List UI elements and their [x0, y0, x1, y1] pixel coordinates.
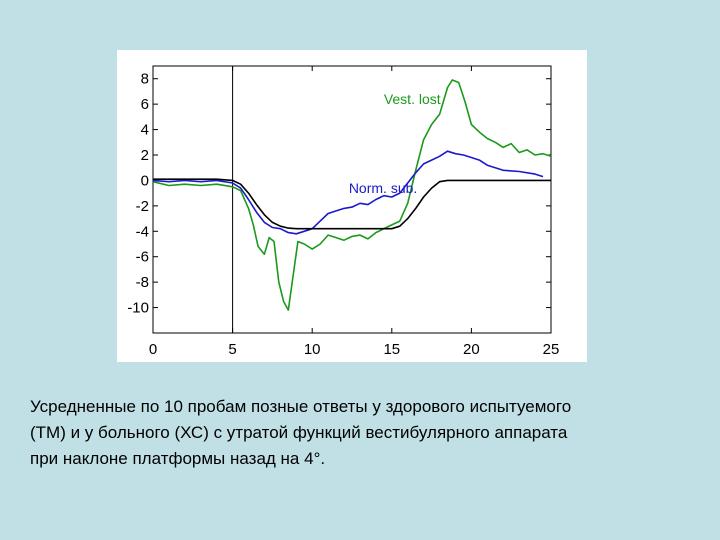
series-line-vest-lost	[152, 79, 552, 311]
y-tick-label: -6	[136, 249, 149, 266]
series-line-reference	[153, 178, 551, 230]
x-tick-label: 20	[463, 341, 480, 358]
figure-caption: Усредненные по 10 пробам позные ответы у…	[30, 394, 690, 472]
x-tick-label: 5	[228, 341, 236, 358]
y-tick-label: -10	[127, 300, 149, 317]
plot-frame	[152, 65, 552, 334]
series-annotation: Norm. sub.	[349, 180, 417, 196]
series-annotation: Vest. lost	[384, 91, 441, 107]
x-tick-label: 10	[304, 341, 321, 358]
y-tick-label: 8	[141, 71, 149, 88]
y-tick-label: 2	[141, 147, 149, 164]
x-tick-label: 0	[149, 341, 157, 358]
x-tick-label: 25	[543, 341, 560, 358]
y-tick-label: 0	[141, 172, 149, 189]
chart-panel: 0 5 10 15 20 25 8 6 4 2 0 -2 -4 -6 -8 -10 Vest. lost Norm…	[117, 50, 587, 362]
x-tick-label: 15	[383, 341, 400, 358]
caption-line: при наклоне платформы назад на 4°.	[30, 449, 326, 468]
caption-line: (ТМ) и у больного (ХС) с утратой функций…	[30, 423, 568, 442]
y-tick-label: 6	[141, 96, 149, 113]
y-tick-label: -4	[136, 223, 149, 240]
series-line-norm-sub	[152, 150, 544, 235]
y-tick-label: -2	[136, 198, 149, 215]
caption-line: Усредненные по 10 пробам позные ответы у…	[30, 397, 572, 416]
y-tick-label: 4	[141, 122, 149, 139]
y-tick-label: -8	[136, 274, 149, 291]
